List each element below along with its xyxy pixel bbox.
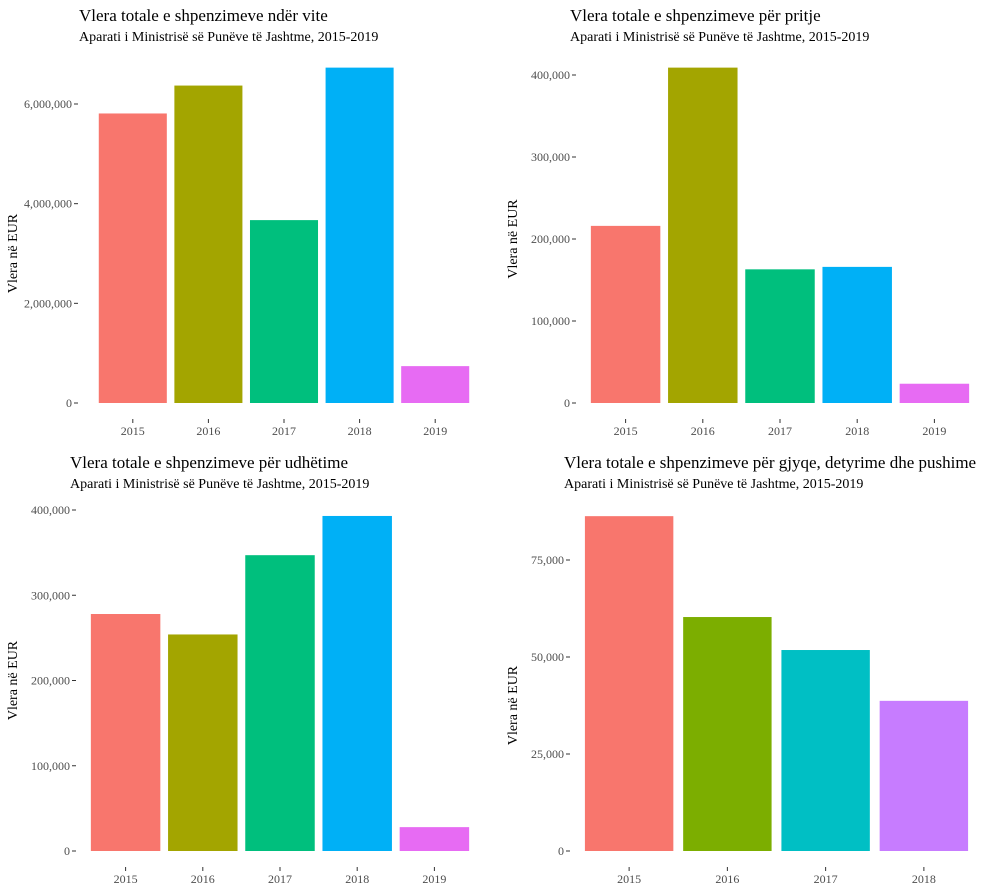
y-tick-label: 200,000: [531, 232, 570, 246]
x-tick-label: 2015: [114, 872, 138, 886]
x-tick-label: 2018: [845, 424, 869, 438]
bar-2015: [584, 516, 674, 851]
y-tick-label: 4,000,000: [24, 197, 72, 211]
x-tick-label: 2019: [423, 424, 447, 438]
y-axis-label: Vlera në EUR: [6, 213, 21, 293]
bar-2017: [781, 650, 870, 851]
y-tick-label: 300,000: [31, 588, 70, 602]
x-tick-label: 2017: [272, 424, 296, 438]
y-axis-label: Vlera në EUR: [506, 665, 521, 745]
chart-subtitle: Aparati i Ministrisë së Punëve të Jashtm…: [70, 477, 370, 492]
x-tick-label: 2017: [268, 872, 292, 886]
x-tick-label: 2018: [345, 872, 369, 886]
bar-2015: [98, 113, 167, 404]
bar-2015: [590, 225, 661, 403]
x-tick-label: 2018: [912, 872, 936, 886]
y-tick-label: 100,000: [31, 759, 70, 773]
x-tick-label: 2018: [348, 424, 372, 438]
y-tick-label: 0: [558, 844, 564, 858]
y-axis-label: Vlera në EUR: [6, 640, 21, 720]
bar-2015: [90, 614, 161, 851]
y-tick-label: 25,000: [531, 747, 564, 761]
bar-2017: [245, 555, 315, 851]
bar-2016: [174, 85, 243, 403]
chart-title: Vlera totale e shpenzimeve për gjyqe, de…: [564, 453, 977, 472]
y-tick-label: 400,000: [531, 68, 570, 82]
bar-2019: [899, 383, 970, 403]
chart-title: Vlera totale e shpenzimeve ndër vite: [79, 6, 328, 25]
y-tick-label: 0: [66, 396, 72, 410]
chart-subtitle: Aparati i Ministrisë së Punëve të Jashtm…: [79, 30, 379, 45]
y-tick-label: 200,000: [31, 674, 70, 688]
bar-2018: [322, 515, 392, 851]
x-tick-label: 2019: [422, 872, 446, 886]
bar-2018: [879, 700, 969, 851]
y-tick-label: 2,000,000: [24, 296, 72, 310]
x-tick-label: 2015: [121, 424, 145, 438]
bar-2019: [401, 366, 470, 403]
chart-title: Vlera totale e shpenzimeve për udhëtime: [70, 453, 349, 472]
bar-chart-udhetime: Vlera në EUR 0 100,000 200,000 300,000 400,00…: [6, 503, 470, 886]
bar-2016: [668, 67, 738, 404]
bar-2018: [325, 67, 394, 403]
bar-2017: [745, 269, 815, 403]
y-axis-label: Vlera në EUR: [506, 199, 521, 279]
bar-2019: [399, 827, 470, 851]
bar-chart-total: Vlera në EUR 0 2,000,000 4,000,000 6,000,000…: [6, 67, 470, 438]
y-tick-label: 300,000: [531, 150, 570, 164]
chart-subtitle: Aparati i Ministrisë së Punëve të Jashtm…: [564, 477, 864, 492]
y-tick-label: 75,000: [531, 553, 564, 567]
bar-2018: [822, 266, 892, 403]
chart-subtitle: Aparati i Ministrisë së Punëve të Jashtm…: [570, 30, 870, 45]
x-tick-label: 2016: [691, 424, 715, 438]
x-tick-label: 2017: [814, 872, 838, 886]
bar-2016: [683, 617, 772, 851]
bar-2017: [249, 220, 319, 403]
y-tick-label: 0: [64, 844, 70, 858]
x-tick-label: 2015: [617, 872, 641, 886]
bar-chart-pritje: Vlera në EUR 0 100,000 200,000 300,000 400,00…: [506, 67, 970, 438]
y-tick-label: 50,000: [531, 650, 564, 664]
x-tick-label: 2015: [614, 424, 638, 438]
y-tick-label: 100,000: [531, 314, 570, 328]
y-tick-label: 6,000,000: [24, 97, 72, 111]
x-tick-label: 2019: [922, 424, 946, 438]
y-tick-label: 0: [564, 396, 570, 410]
y-tick-label: 400,000: [31, 503, 70, 517]
bar-2016: [168, 634, 238, 851]
x-tick-label: 2016: [715, 872, 739, 886]
x-tick-label: 2016: [191, 872, 215, 886]
chart-title: Vlera totale e shpenzimeve për pritje: [570, 6, 821, 25]
x-tick-label: 2016: [196, 424, 220, 438]
bar-chart-gjyqe: Vlera në EUR 0 25,000 50,000 75,000 2015 2016 2…: [506, 516, 969, 886]
x-tick-label: 2017: [768, 424, 792, 438]
